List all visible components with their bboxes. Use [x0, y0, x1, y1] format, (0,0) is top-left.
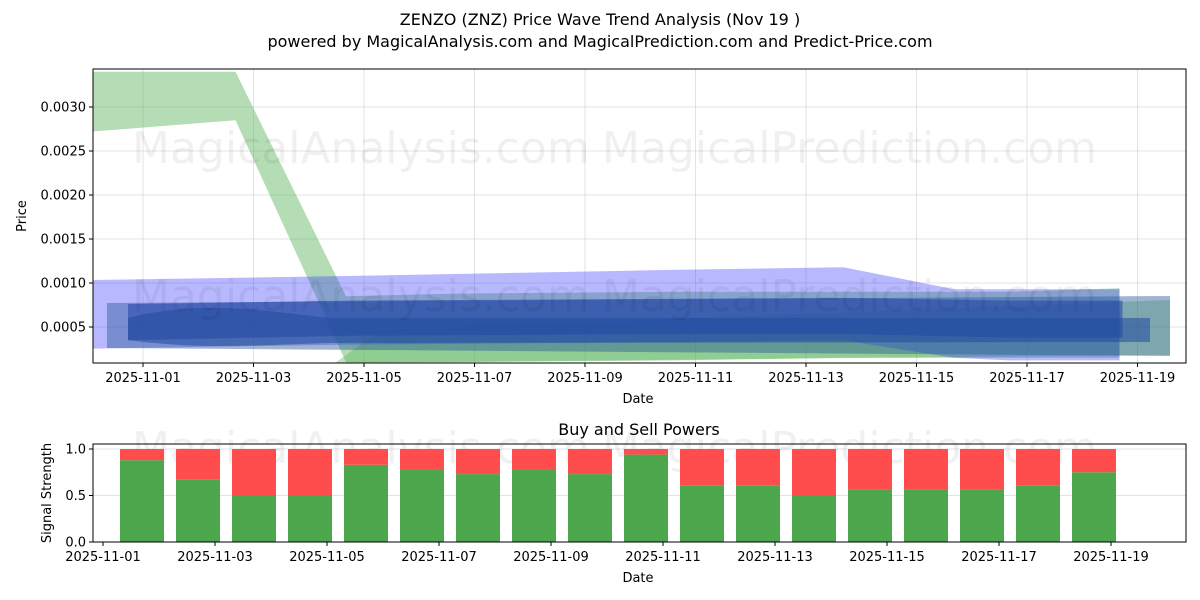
x-tick-label: 2025-11-15 — [849, 550, 925, 565]
sell-bar — [680, 449, 724, 485]
watermark-top-4: MagicalPrediction.com — [602, 271, 1097, 322]
watermark-top-2: MagicalPrediction.com — [602, 123, 1097, 174]
price-chart: MagicalAnalysis.com MagicalPrediction.co… — [15, 69, 1186, 407]
buy-sell-y-axis: 0.0 0.5 1.0 — [65, 443, 93, 551]
price-y-axis: 0.0005 0.0010 0.0015 0.0020 0.0025 0.0030 — [41, 101, 94, 336]
x-tick-label: 2025-11-07 — [401, 550, 477, 565]
sell-bar — [232, 449, 276, 496]
sell-bar — [176, 449, 220, 480]
buy-bar — [848, 490, 892, 542]
y-tick-label: 0.0030 — [41, 101, 87, 116]
x-tick-label: 2025-11-11 — [625, 550, 701, 565]
buy-bar — [456, 474, 500, 542]
buy-sell-x-label: Date — [622, 571, 653, 586]
buy-bar — [1016, 485, 1060, 542]
sell-bar — [624, 449, 668, 455]
buy-bar — [1072, 472, 1116, 542]
watermark-top-1: MagicalAnalysis.com — [132, 123, 590, 174]
buy-bar — [288, 496, 332, 543]
sell-bar — [288, 449, 332, 496]
buy-bar — [176, 480, 220, 542]
x-tick-label: 2025-11-07 — [437, 371, 513, 386]
sell-bar — [904, 449, 948, 490]
buy-bar — [904, 490, 948, 542]
price-x-axis: 2025-11-01 2025-11-03 2025-11-05 2025-11-07… — [105, 363, 1175, 386]
y-tick-label: 0.0015 — [41, 233, 87, 248]
x-tick-label: 2025-11-11 — [658, 371, 734, 386]
buy-sell-x-axis: 2025-11-01 2025-11-03 2025-11-05 2025-11-07… — [65, 542, 1149, 565]
x-tick-label: 2025-11-03 — [177, 550, 253, 565]
sell-bar — [848, 449, 892, 490]
buy-bar — [344, 465, 388, 542]
y-tick-label: 0.0025 — [41, 145, 87, 160]
chart-canvas: MagicalAnalysis.com MagicalPrediction.co… — [0, 0, 1200, 600]
buy-sell-chart: Buy and Sell Powers MagicalAnalysis.com … — [40, 420, 1186, 586]
sell-bar — [960, 449, 1004, 490]
x-tick-label: 2025-11-19 — [1073, 550, 1149, 565]
buy-bar — [736, 485, 780, 542]
x-tick-label: 2025-11-05 — [326, 371, 402, 386]
buy-bar — [120, 460, 164, 542]
y-tick-label: 0.0 — [65, 536, 86, 551]
y-tick-label: 1.0 — [65, 443, 86, 458]
buy-bar — [792, 496, 836, 543]
sell-bar — [1072, 449, 1116, 472]
x-tick-label: 2025-11-03 — [216, 371, 292, 386]
sell-bar — [120, 449, 164, 460]
watermark-top-3: MagicalAnalysis.com — [132, 271, 590, 322]
price-x-label: Date — [622, 392, 653, 407]
x-tick-label: 2025-11-05 — [289, 550, 365, 565]
x-tick-label: 2025-11-15 — [879, 371, 955, 386]
price-y-label: Price — [15, 200, 30, 232]
y-tick-label: 0.0005 — [41, 321, 87, 336]
x-tick-label: 2025-11-09 — [513, 550, 589, 565]
buy-bar — [960, 490, 1004, 542]
buy-bar — [400, 469, 444, 542]
x-tick-label: 2025-11-17 — [961, 550, 1037, 565]
x-tick-label: 2025-11-13 — [768, 371, 844, 386]
buy-bar — [232, 496, 276, 543]
sell-bar — [736, 449, 780, 485]
x-tick-label: 2025-11-01 — [65, 550, 141, 565]
x-tick-label: 2025-11-17 — [989, 371, 1065, 386]
sell-bar — [1016, 449, 1060, 485]
sell-bar — [568, 449, 612, 474]
sell-bar — [792, 449, 836, 496]
x-tick-label: 2025-11-01 — [105, 371, 181, 386]
y-tick-label: 0.0010 — [41, 277, 87, 292]
buy-bar — [680, 485, 724, 542]
x-tick-label: 2025-11-09 — [547, 371, 623, 386]
sell-bar — [400, 449, 444, 469]
sell-bar — [512, 449, 556, 469]
sell-bar — [344, 449, 388, 465]
x-tick-label: 2025-11-13 — [737, 550, 813, 565]
buy-bar — [624, 455, 668, 542]
y-tick-label: 0.0020 — [41, 189, 87, 204]
buy-bar — [512, 469, 556, 542]
buy-bar — [568, 474, 612, 542]
x-tick-label: 2025-11-19 — [1100, 371, 1176, 386]
y-tick-label: 0.5 — [65, 489, 86, 504]
sell-bar — [456, 449, 500, 474]
buy-sell-y-label: Signal Strength — [40, 443, 55, 543]
